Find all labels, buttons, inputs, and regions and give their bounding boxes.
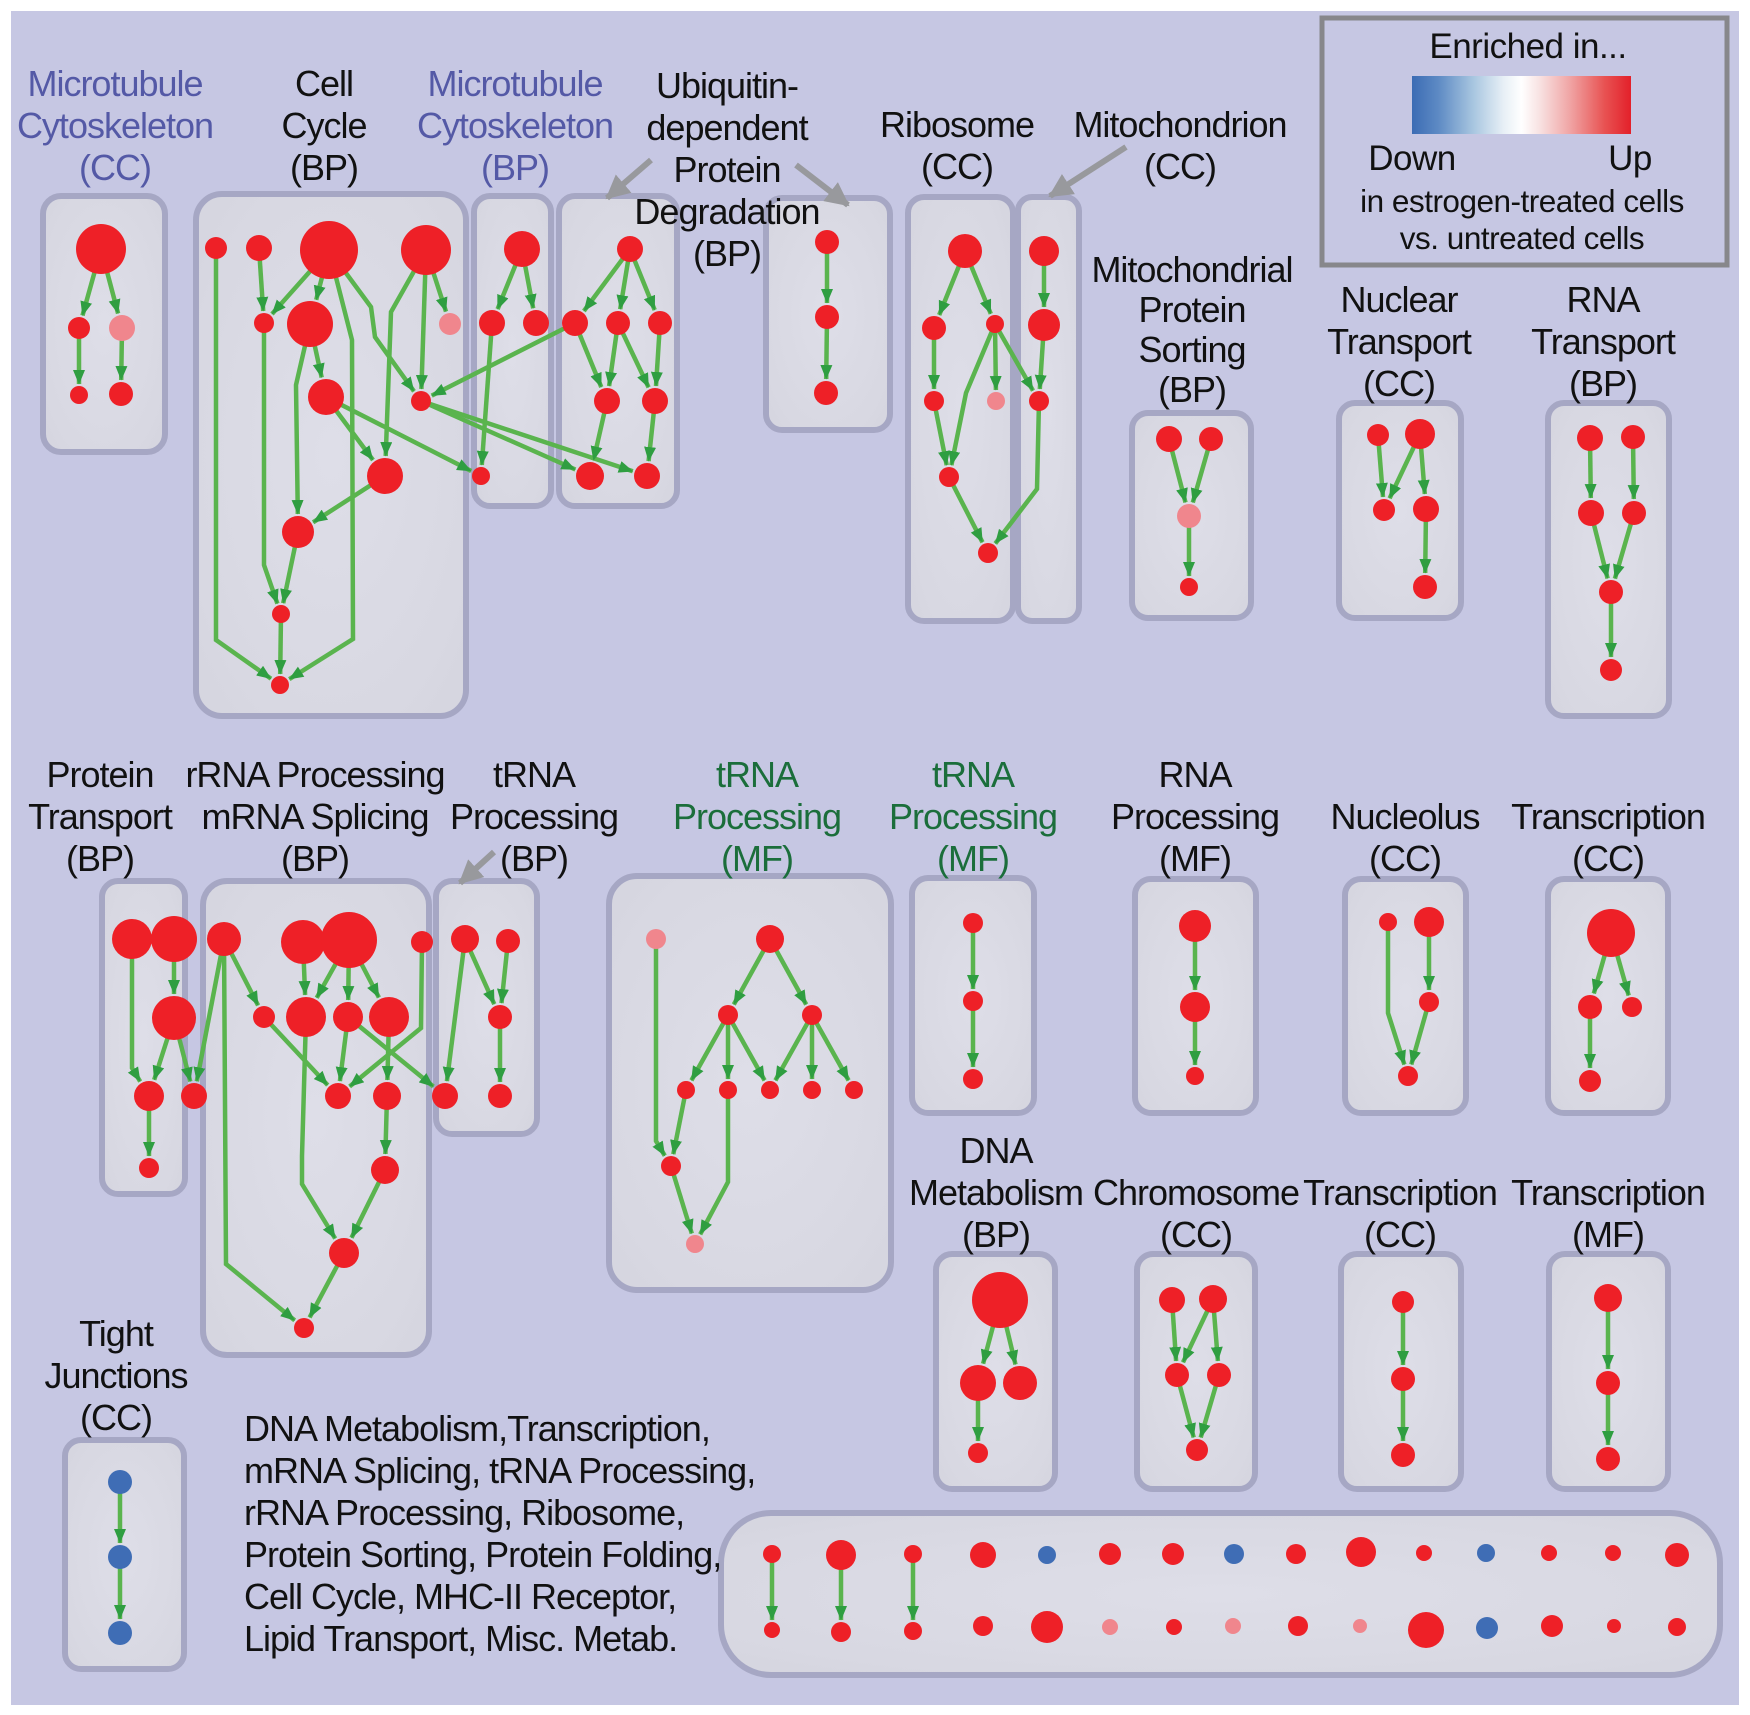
svg-text:Cell Cycle, MHC-II Receptor,: Cell Cycle, MHC-II Receptor, xyxy=(244,1576,676,1617)
svg-text:vs. untreated cells: vs. untreated cells xyxy=(1400,220,1644,256)
svg-text:Transcription: Transcription xyxy=(1511,796,1705,837)
svg-text:Transport: Transport xyxy=(1327,321,1472,362)
svg-text:Nuclear: Nuclear xyxy=(1340,279,1458,320)
svg-text:mRNA Splicing, tRNA Processing: mRNA Splicing, tRNA Processing, xyxy=(244,1450,755,1491)
svg-text:tRNA: tRNA xyxy=(932,754,1015,795)
svg-text:Transport: Transport xyxy=(28,796,173,837)
svg-text:(CC): (CC) xyxy=(79,147,151,188)
svg-text:dependent: dependent xyxy=(646,107,808,148)
svg-text:Cell: Cell xyxy=(295,63,353,104)
svg-text:Chromosome: Chromosome xyxy=(1093,1172,1299,1213)
svg-text:Microtubule: Microtubule xyxy=(27,63,202,104)
svg-text:rRNA Processing: rRNA Processing xyxy=(185,754,444,795)
svg-text:Ribosome: Ribosome xyxy=(880,104,1034,145)
svg-text:(CC): (CC) xyxy=(1160,1214,1232,1255)
svg-text:(BP): (BP) xyxy=(290,147,358,188)
svg-text:tRNA: tRNA xyxy=(493,754,576,795)
svg-text:mRNA Splicing: mRNA Splicing xyxy=(201,796,428,837)
svg-text:(BP): (BP) xyxy=(693,233,761,274)
svg-text:Ubiquitin-: Ubiquitin- xyxy=(656,65,798,106)
svg-text:(CC): (CC) xyxy=(1369,838,1441,879)
svg-text:in estrogen-treated cells: in estrogen-treated cells xyxy=(1360,183,1684,219)
svg-text:(BP): (BP) xyxy=(962,1214,1030,1255)
svg-text:(BP): (BP) xyxy=(1158,369,1226,410)
svg-text:(MF): (MF) xyxy=(1159,838,1231,879)
svg-text:Processing: Processing xyxy=(889,796,1057,837)
svg-text:Transcription: Transcription xyxy=(1511,1172,1705,1213)
svg-text:Up: Up xyxy=(1608,139,1652,178)
svg-text:Metabolism: Metabolism xyxy=(909,1172,1083,1213)
svg-text:(MF): (MF) xyxy=(721,838,793,879)
svg-text:RNA: RNA xyxy=(1566,279,1640,320)
svg-text:Mitochondrion: Mitochondrion xyxy=(1073,104,1286,145)
svg-text:Protein Sorting, Protein Foldi: Protein Sorting, Protein Folding, xyxy=(244,1534,721,1575)
svg-text:Transport: Transport xyxy=(1531,321,1676,362)
svg-text:Cytoskeleton: Cytoskeleton xyxy=(17,105,213,146)
svg-text:(BP): (BP) xyxy=(1569,363,1637,404)
svg-text:(MF): (MF) xyxy=(1572,1214,1644,1255)
svg-text:Down: Down xyxy=(1368,139,1455,178)
svg-text:(BP): (BP) xyxy=(281,838,349,879)
svg-text:DNA: DNA xyxy=(959,1130,1033,1171)
svg-text:(BP): (BP) xyxy=(66,838,134,879)
svg-text:rRNA Processing, Ribosome,: rRNA Processing, Ribosome, xyxy=(244,1492,684,1533)
svg-text:RNA: RNA xyxy=(1158,754,1232,795)
svg-text:(CC): (CC) xyxy=(1363,363,1435,404)
svg-text:Processing: Processing xyxy=(673,796,841,837)
svg-text:Transcription: Transcription xyxy=(1303,1172,1497,1213)
svg-text:Microtubule: Microtubule xyxy=(427,63,602,104)
svg-text:Degradation: Degradation xyxy=(634,191,819,232)
svg-text:(CC): (CC) xyxy=(1572,838,1644,879)
svg-text:Cytoskeleton: Cytoskeleton xyxy=(417,105,613,146)
svg-text:Protein: Protein xyxy=(673,149,780,190)
svg-text:(MF): (MF) xyxy=(937,838,1009,879)
svg-text:(CC): (CC) xyxy=(921,146,993,187)
svg-text:(CC): (CC) xyxy=(80,1397,152,1438)
svg-text:(BP): (BP) xyxy=(500,838,568,879)
svg-text:Nucleolus: Nucleolus xyxy=(1330,796,1479,837)
svg-text:Enriched in...: Enriched in... xyxy=(1429,27,1626,66)
svg-text:DNA Metabolism,Transcription,: DNA Metabolism,Transcription, xyxy=(244,1408,710,1449)
svg-text:Protein: Protein xyxy=(46,754,153,795)
svg-text:(CC): (CC) xyxy=(1144,146,1216,187)
svg-text:Processing: Processing xyxy=(450,796,618,837)
svg-text:Protein: Protein xyxy=(1138,289,1245,330)
svg-text:Tight: Tight xyxy=(79,1313,154,1354)
svg-text:(CC): (CC) xyxy=(1364,1214,1436,1255)
svg-text:Cycle: Cycle xyxy=(281,105,366,146)
svg-text:tRNA: tRNA xyxy=(716,754,799,795)
svg-text:Sorting: Sorting xyxy=(1138,329,1245,370)
svg-text:Processing: Processing xyxy=(1111,796,1279,837)
svg-text:Lipid Transport, Misc. Metab.: Lipid Transport, Misc. Metab. xyxy=(244,1618,677,1659)
svg-text:Junctions: Junctions xyxy=(44,1355,187,1396)
svg-text:Mitochondrial: Mitochondrial xyxy=(1091,249,1292,290)
svg-text:(BP): (BP) xyxy=(481,147,549,188)
